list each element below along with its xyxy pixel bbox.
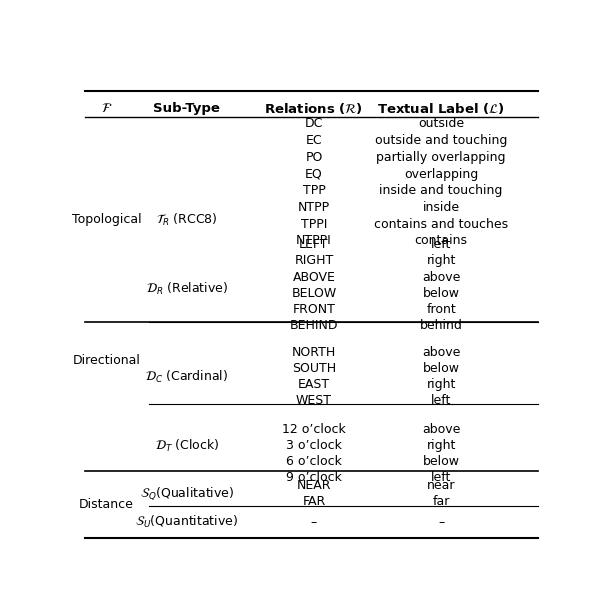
Text: RIGHT: RIGHT [294, 255, 334, 267]
Text: BELOW: BELOW [291, 286, 337, 299]
Text: EAST: EAST [298, 378, 330, 391]
Text: $\mathcal{S}_Q$(Qualitative): $\mathcal{S}_Q$(Qualitative) [140, 485, 234, 502]
Text: near: near [427, 479, 455, 492]
Text: right: right [426, 378, 456, 391]
Text: contains: contains [415, 234, 468, 247]
Text: below: below [423, 286, 460, 299]
Text: $\mathcal{T}_R$ (RCC8): $\mathcal{T}_R$ (RCC8) [156, 212, 218, 228]
Text: –: – [311, 515, 317, 529]
Text: WEST: WEST [296, 394, 332, 407]
Text: inside: inside [423, 201, 460, 214]
Text: below: below [423, 362, 460, 375]
Text: right: right [426, 255, 456, 267]
Text: Textual Label ($\mathcal{L}$): Textual Label ($\mathcal{L}$) [378, 101, 505, 116]
Text: left: left [431, 471, 451, 484]
Text: BEHIND: BEHIND [289, 319, 338, 332]
Text: DC: DC [305, 118, 323, 130]
Text: 12 o’clock: 12 o’clock [282, 423, 346, 436]
Text: 3 o’clock: 3 o’clock [286, 439, 342, 452]
Text: $\mathcal{D}_T$ (Clock): $\mathcal{D}_T$ (Clock) [154, 438, 219, 453]
Text: $\mathcal{D}_R$ (Relative): $\mathcal{D}_R$ (Relative) [146, 282, 228, 297]
Text: $\mathcal{D}_C$ (Cardinal): $\mathcal{D}_C$ (Cardinal) [145, 369, 229, 386]
Text: above: above [422, 271, 460, 283]
Text: behind: behind [420, 319, 463, 332]
Text: EQ: EQ [305, 168, 323, 181]
Text: –: – [438, 515, 444, 529]
Text: inside and touching: inside and touching [379, 184, 503, 197]
Text: $\mathcal{F}$: $\mathcal{F}$ [101, 102, 112, 115]
Text: Relations ($\mathcal{R}$): Relations ($\mathcal{R}$) [264, 101, 364, 116]
Text: ABOVE: ABOVE [292, 271, 336, 283]
Text: left: left [431, 394, 451, 407]
Text: 9 o’clock: 9 o’clock [286, 471, 342, 484]
Text: NEAR: NEAR [297, 479, 331, 492]
Text: SOUTH: SOUTH [292, 362, 336, 375]
Text: EC: EC [306, 134, 322, 147]
Text: TPP: TPP [303, 184, 325, 197]
Text: front: front [426, 302, 456, 316]
Text: PO: PO [305, 151, 323, 164]
Text: Directional: Directional [73, 354, 140, 367]
Text: left: left [431, 239, 451, 252]
Text: Sub-Type: Sub-Type [153, 102, 220, 115]
Text: FRONT: FRONT [292, 302, 336, 316]
Text: Distance: Distance [79, 498, 134, 511]
Text: below: below [423, 455, 460, 468]
Text: NTPPI: NTPPI [296, 234, 332, 247]
Text: LEFT: LEFT [299, 239, 329, 252]
Text: overlapping: overlapping [404, 168, 478, 181]
Text: NTPP: NTPP [298, 201, 330, 214]
Text: FAR: FAR [302, 495, 325, 508]
Text: 6 o’clock: 6 o’clock [286, 455, 342, 468]
Text: right: right [426, 439, 456, 452]
Text: Topological: Topological [72, 213, 142, 226]
Text: outside: outside [418, 118, 465, 130]
Text: far: far [432, 495, 450, 508]
Text: NORTH: NORTH [292, 346, 336, 359]
Text: partially overlapping: partially overlapping [376, 151, 506, 164]
Text: above: above [422, 423, 460, 436]
Text: outside and touching: outside and touching [375, 134, 507, 147]
Text: $\mathcal{S}_U$(Quantitative): $\mathcal{S}_U$(Quantitative) [135, 514, 238, 530]
Text: contains and touches: contains and touches [374, 218, 508, 231]
Text: above: above [422, 346, 460, 359]
Text: TPPI: TPPI [301, 218, 327, 231]
